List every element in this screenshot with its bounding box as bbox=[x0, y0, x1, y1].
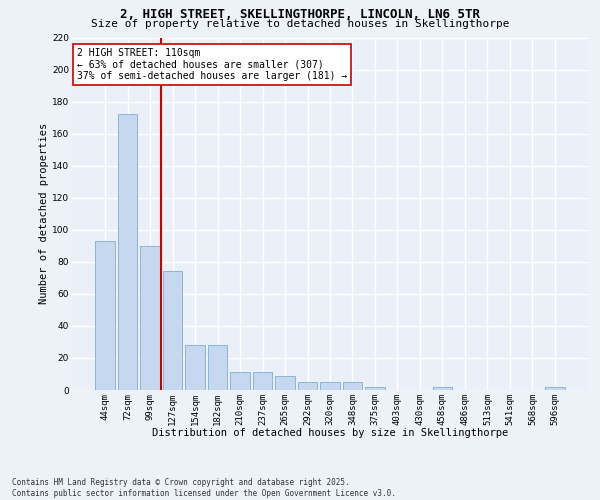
Bar bbox=[163, 272, 182, 390]
Bar bbox=[185, 345, 205, 390]
Text: Size of property relative to detached houses in Skellingthorpe: Size of property relative to detached ho… bbox=[91, 19, 509, 29]
X-axis label: Distribution of detached houses by size in Skellingthorpe: Distribution of detached houses by size … bbox=[152, 428, 508, 438]
Bar bbox=[95, 241, 115, 390]
Bar bbox=[275, 376, 295, 390]
Bar bbox=[208, 345, 227, 390]
Y-axis label: Number of detached properties: Number of detached properties bbox=[39, 123, 49, 304]
Bar bbox=[298, 382, 317, 390]
Bar bbox=[140, 246, 160, 390]
Bar bbox=[118, 114, 137, 390]
Text: Contains HM Land Registry data © Crown copyright and database right 2025.
Contai: Contains HM Land Registry data © Crown c… bbox=[12, 478, 396, 498]
Bar bbox=[230, 372, 250, 390]
Text: 2, HIGH STREET, SKELLINGTHORPE, LINCOLN, LN6 5TR: 2, HIGH STREET, SKELLINGTHORPE, LINCOLN,… bbox=[120, 8, 480, 20]
Bar bbox=[545, 387, 565, 390]
Bar bbox=[433, 387, 452, 390]
Bar bbox=[253, 372, 272, 390]
Text: 2 HIGH STREET: 110sqm
← 63% of detached houses are smaller (307)
37% of semi-det: 2 HIGH STREET: 110sqm ← 63% of detached … bbox=[77, 48, 347, 82]
Bar bbox=[365, 387, 385, 390]
Bar bbox=[343, 382, 362, 390]
Bar bbox=[320, 382, 340, 390]
